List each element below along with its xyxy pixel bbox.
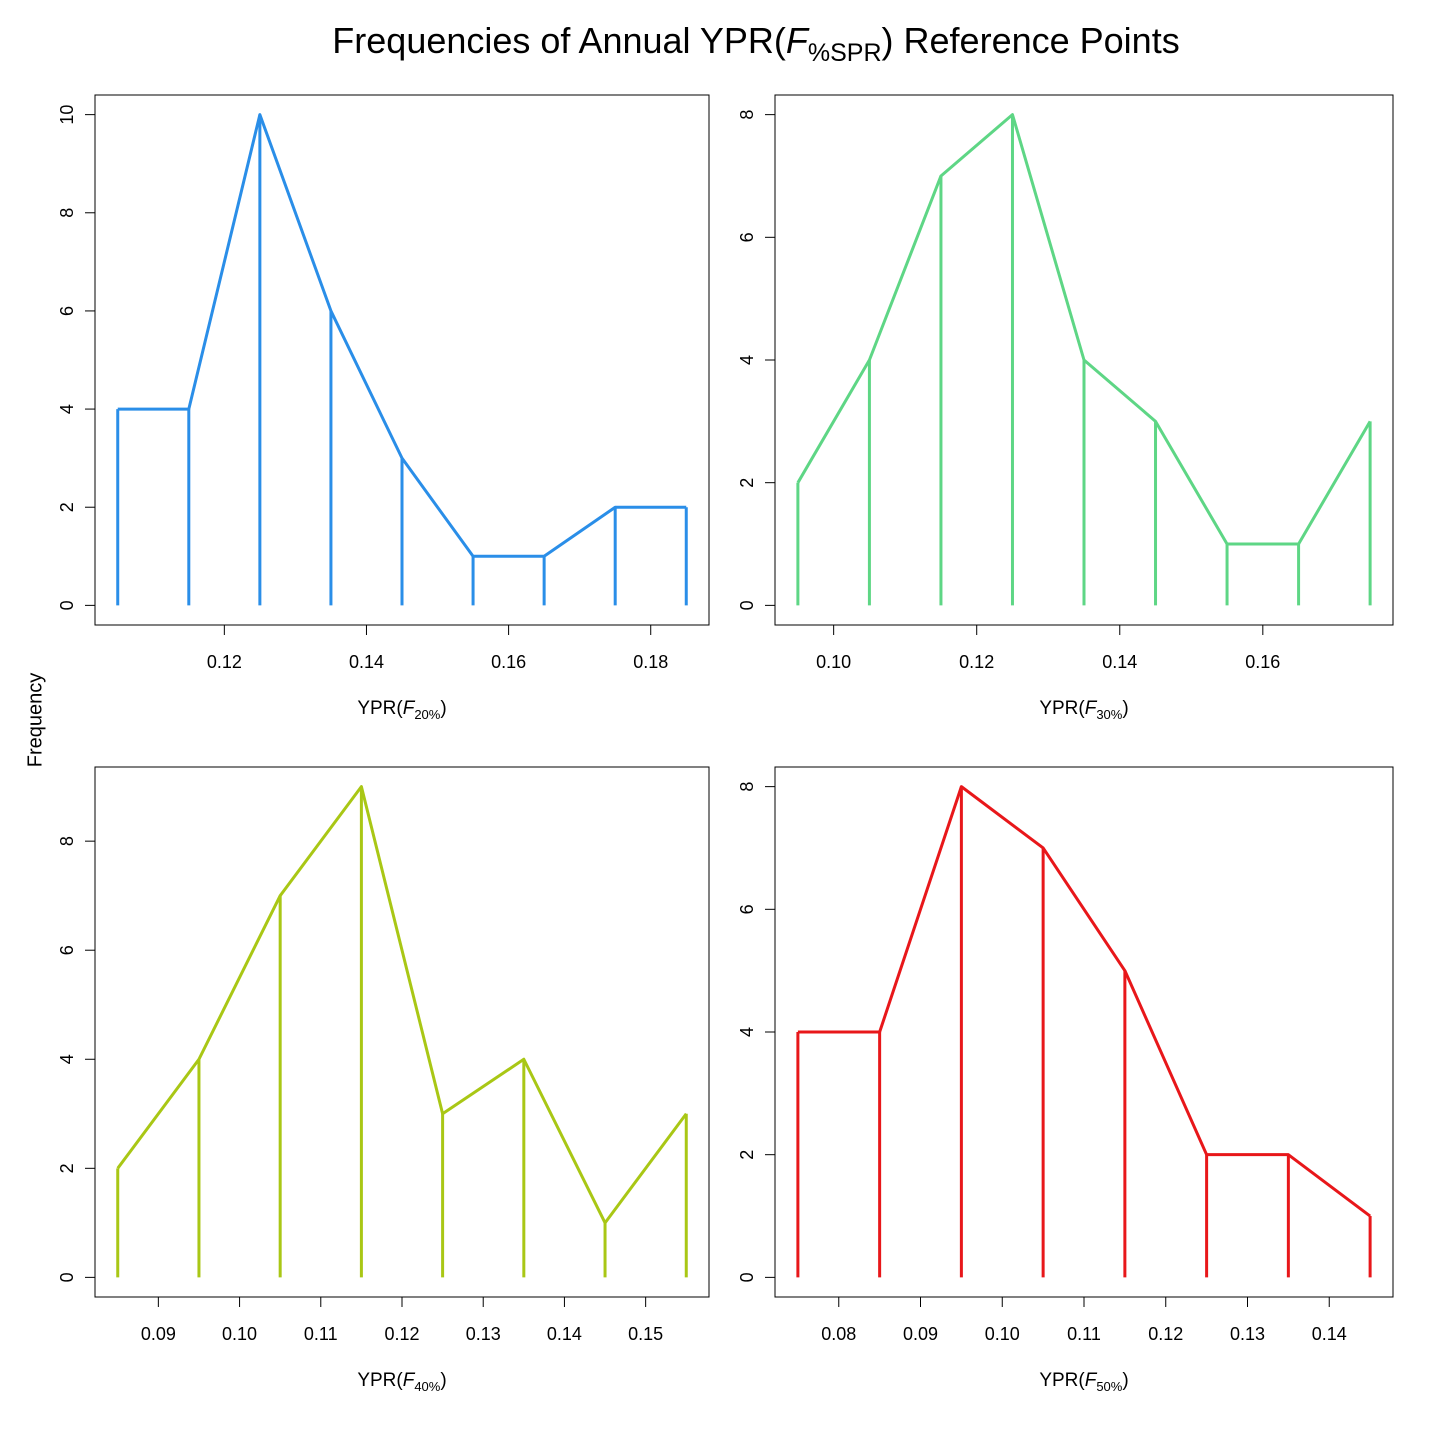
x-tick-label: 0.09 <box>141 1324 176 1344</box>
x-tick-label: 0.12 <box>1148 1324 1183 1344</box>
title-f: F <box>785 20 808 61</box>
x-tick-label: 0.13 <box>1230 1324 1265 1344</box>
y-tick-label: 4 <box>57 404 77 414</box>
y-tick-label: 2 <box>57 1163 77 1173</box>
y-tick-label: 6 <box>57 306 77 316</box>
plot-frame <box>94 766 710 1298</box>
x-tick-label: 0.11 <box>1067 1324 1101 1344</box>
x-axis-label-f: F <box>403 698 416 719</box>
y-tick-label: 0 <box>57 1272 77 1282</box>
x-axis-label-subscript: 20% <box>414 707 440 722</box>
frequency-polygon <box>117 113 687 558</box>
y-tick-label: 2 <box>737 478 757 488</box>
y-tick-label: 6 <box>57 945 77 955</box>
x-tick-label: 0.18 <box>633 652 668 672</box>
chart-panel-1: 0.12 0.14 0.16 0.18 0 2 4 6 8 10 YPR(F20%) <box>57 94 710 722</box>
frequency-polygon <box>116 785 688 1225</box>
x-tick-label: 0.14 <box>1312 1324 1347 1344</box>
y-tick-label: 0 <box>737 1272 757 1282</box>
x-axis-label: YPR(F30%) <box>1039 698 1128 722</box>
x-axis-label-f: F <box>1085 1370 1098 1391</box>
x-tick-label: 0.11 <box>304 1324 338 1344</box>
y-tick-label: 8 <box>57 836 77 846</box>
x-axis-label-f: F <box>403 1370 416 1391</box>
y-tick-label: 0 <box>57 600 77 610</box>
y-tick-label: 10 <box>57 105 77 125</box>
chart-panel-3: 0.09 0.10 0.11 0.12 0.13 0.14 0.15 0 2 4 6 8 YPR(F40… <box>57 766 710 1394</box>
x-axis-label: YPR(F40%) <box>357 1370 446 1394</box>
x-axis-label-f: F <box>1085 698 1098 719</box>
x-tick-label: 0.12 <box>384 1324 419 1344</box>
y-tick-label: 8 <box>57 208 77 218</box>
x-axis-label-suffix: ) <box>440 1370 446 1391</box>
frequency-polygon <box>797 785 1372 1218</box>
x-axis-label-prefix: YPR( <box>357 1370 403 1391</box>
x-tick-label: 0.16 <box>1245 652 1280 672</box>
y-tick-label: 0 <box>737 600 757 610</box>
chart-panel-4: 0.08 0.09 0.10 0.11 0.12 0.13 0.14 0 2 4 6 8 YPR(F50… <box>737 766 1394 1394</box>
x-axis-label-suffix: ) <box>1122 1370 1128 1391</box>
x-tick-label: 0.15 <box>628 1324 663 1344</box>
y-tick-label: 4 <box>737 1027 757 1037</box>
y-tick-label: 6 <box>737 232 757 242</box>
y-tick-label: 4 <box>57 1054 77 1064</box>
title-suffix: ) Reference Points <box>881 20 1180 61</box>
x-tick-label: 0.10 <box>222 1324 257 1344</box>
title-prefix: Frequencies of Annual YPR( <box>332 20 786 61</box>
x-axis-label-subscript: 50% <box>1096 1379 1122 1394</box>
y-tick-label: 2 <box>737 1150 757 1160</box>
y-tick-label: 4 <box>737 355 757 365</box>
x-tick-label: 0.09 <box>903 1324 938 1344</box>
x-tick-label: 0.12 <box>959 652 994 672</box>
x-tick-label: 0.13 <box>466 1324 501 1344</box>
x-axis-label-suffix: ) <box>440 698 446 719</box>
x-axis-label-prefix: YPR( <box>357 698 403 719</box>
x-axis-label-suffix: ) <box>1122 698 1128 719</box>
x-axis-label-prefix: YPR( <box>1039 698 1085 719</box>
chart-panel-2: 0.10 0.12 0.14 0.16 0 2 4 6 8 YPR(F30%) <box>737 94 1394 722</box>
title-subscript: %SPR <box>807 39 882 67</box>
x-tick-label: 0.16 <box>491 652 526 672</box>
x-tick-label: 0.14 <box>547 1324 582 1344</box>
x-axis-label-subscript: 40% <box>414 1379 440 1394</box>
x-tick-label: 0.14 <box>1102 652 1137 672</box>
x-tick-label: 0.14 <box>349 652 384 672</box>
x-tick-label: 0.08 <box>821 1324 856 1344</box>
y-tick-label: 8 <box>737 782 757 792</box>
figure-title: Frequencies of Annual YPR(F%SPR) Referen… <box>0 20 1440 68</box>
frequency-polygon <box>796 113 1372 546</box>
y-tick-label: 8 <box>737 110 757 120</box>
x-axis-label-subscript: 30% <box>1096 707 1122 722</box>
x-tick-label: 0.12 <box>207 652 242 672</box>
x-axis-label: YPR(F50%) <box>1039 1370 1128 1394</box>
x-tick-label: 0.10 <box>816 652 851 672</box>
y-tick-label: 2 <box>57 502 77 512</box>
y-tick-label: 6 <box>737 904 757 914</box>
x-axis-label-prefix: YPR( <box>1039 1370 1085 1391</box>
x-axis-label: YPR(F20%) <box>357 698 446 722</box>
x-tick-label: 0.10 <box>985 1324 1020 1344</box>
